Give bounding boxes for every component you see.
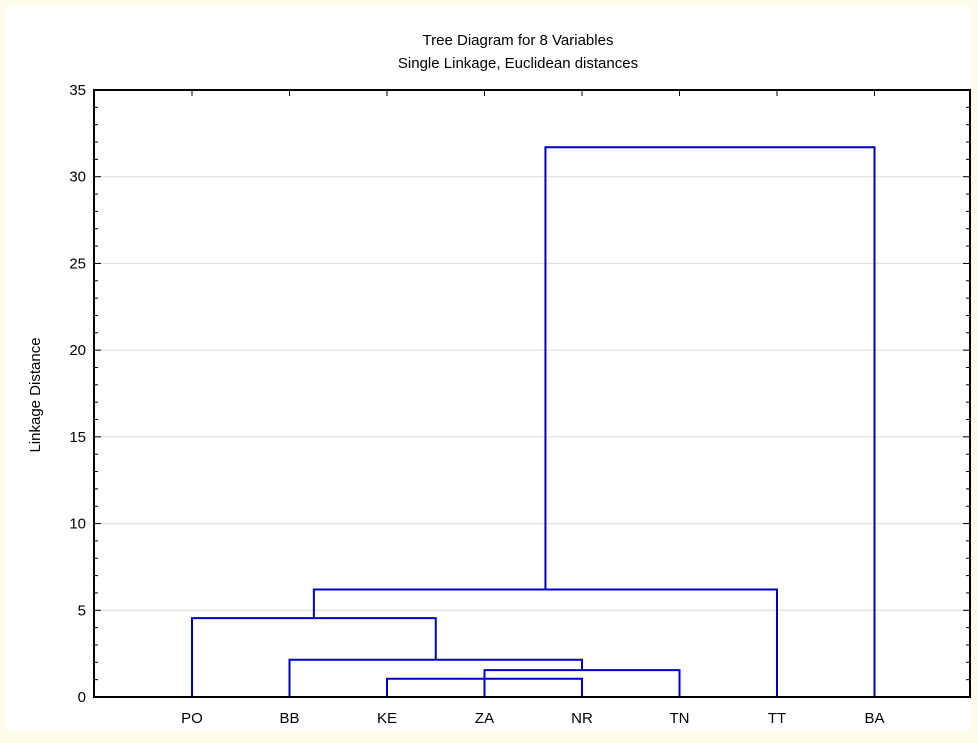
y-tick-label: 30 bbox=[69, 169, 86, 186]
x-tick-label: ZA bbox=[475, 710, 494, 727]
x-tick-label: KE bbox=[377, 710, 397, 727]
x-tick-labels: PO BB KE ZA NR TN TT BA bbox=[181, 710, 884, 727]
chart-title: Tree Diagram for 8 Variables bbox=[423, 32, 614, 49]
y-tick-label: 10 bbox=[69, 516, 86, 533]
x-tick-label: BB bbox=[279, 710, 299, 727]
x-tick-label: TN bbox=[670, 710, 690, 727]
y-tick-label: 25 bbox=[69, 255, 86, 272]
dendrogram-link bbox=[544, 146, 876, 697]
x-tick-label: NR bbox=[571, 710, 593, 727]
y-tick-label: 0 bbox=[78, 689, 86, 706]
chart-subtitle: Single Linkage, Euclidean distances bbox=[398, 55, 638, 72]
x-tick-label: TT bbox=[768, 710, 786, 727]
y-tick-label: 5 bbox=[78, 602, 86, 619]
y-axis-label: Linkage Distance bbox=[27, 337, 44, 452]
y-tick-label: 35 bbox=[69, 82, 86, 99]
chart-background bbox=[7, 7, 970, 731]
dendrogram-links bbox=[191, 146, 876, 697]
plot-frame bbox=[93, 89, 971, 698]
y-tick-labels: 0 5 10 15 20 25 30 35 bbox=[69, 82, 86, 706]
x-tick-label: PO bbox=[181, 710, 203, 727]
y-tick-label: 20 bbox=[69, 342, 86, 359]
grid-lines bbox=[94, 176, 970, 611]
y-tick-label: 15 bbox=[69, 429, 86, 446]
x-tick-label: BA bbox=[864, 710, 884, 727]
